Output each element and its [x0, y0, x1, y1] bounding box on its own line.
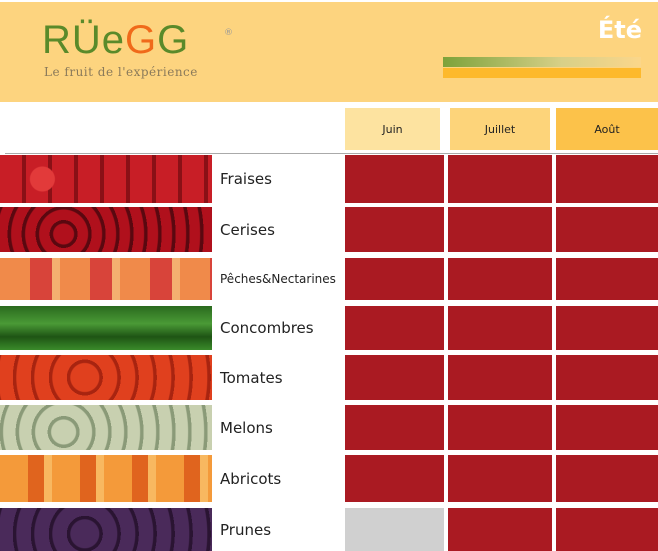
availability-cell-juillet	[448, 355, 552, 400]
produce-label: Pêches&Nectarines	[220, 272, 336, 286]
availability-cell-juin	[345, 306, 444, 350]
month-header-juillet: Juillet	[450, 108, 550, 150]
availability-cell-juillet	[448, 405, 552, 450]
availability-cell-juillet	[448, 455, 552, 502]
produce-row: Pêches&Nectarines	[0, 258, 658, 300]
produce-image	[0, 155, 212, 203]
season-title: Été	[597, 16, 642, 44]
produce-image	[0, 405, 212, 450]
produce-image	[0, 207, 212, 252]
tagline: Le fruit de l'expérience	[44, 65, 198, 79]
brand-logo: RÜeGG	[42, 18, 190, 62]
produce-image	[0, 508, 212, 551]
produce-image	[0, 258, 212, 300]
availability-cell-juillet	[448, 207, 552, 252]
availability-cell-juillet	[448, 155, 552, 203]
produce-label: Tomates	[220, 368, 283, 387]
produce-label: Concombres	[220, 319, 314, 337]
produce-label: Fraises	[220, 170, 272, 188]
decor-bar-green	[443, 57, 641, 67]
produce-row: Tomates	[0, 355, 658, 400]
produce-image	[0, 455, 212, 502]
header-banner: RÜeGG ® Le fruit de l'expérience Été	[0, 2, 658, 102]
produce-row: Fraises	[0, 155, 658, 203]
produce-row: Abricots	[0, 455, 658, 502]
availability-cell-juillet	[448, 306, 552, 350]
availability-cell-août	[556, 455, 658, 502]
produce-image	[0, 306, 212, 350]
produce-row: Prunes	[0, 508, 658, 551]
produce-label: Abricots	[220, 469, 282, 488]
availability-cell-juin	[345, 155, 444, 203]
produce-row: Melons	[0, 405, 658, 450]
produce-row: Concombres	[0, 306, 658, 350]
divider	[5, 153, 658, 154]
month-header-juin: Juin	[345, 108, 440, 150]
availability-cell-juin	[345, 355, 444, 400]
availability-cell-août	[556, 405, 658, 450]
produce-label: Cerises	[220, 220, 275, 239]
availability-cell-août	[556, 155, 658, 203]
availability-cell-juillet	[448, 508, 552, 551]
availability-cell-juin	[345, 455, 444, 502]
availability-cell-août	[556, 508, 658, 551]
produce-label: Prunes	[220, 520, 272, 539]
month-header-aout: Août	[556, 108, 658, 150]
produce-image	[0, 355, 212, 400]
availability-cell-août	[556, 258, 658, 300]
availability-cell-août	[556, 207, 658, 252]
produce-label: Melons	[220, 418, 273, 437]
registered-mark: ®	[224, 28, 233, 38]
availability-cell-août	[556, 306, 658, 350]
availability-cell-juin	[345, 207, 444, 252]
decor-bar-orange	[443, 68, 641, 78]
availability-cell-août	[556, 355, 658, 400]
availability-cell-juillet	[448, 258, 552, 300]
availability-cell-juin	[345, 258, 444, 300]
produce-row: Cerises	[0, 207, 658, 252]
availability-cell-juin	[345, 405, 444, 450]
availability-cell-juin	[345, 508, 444, 551]
